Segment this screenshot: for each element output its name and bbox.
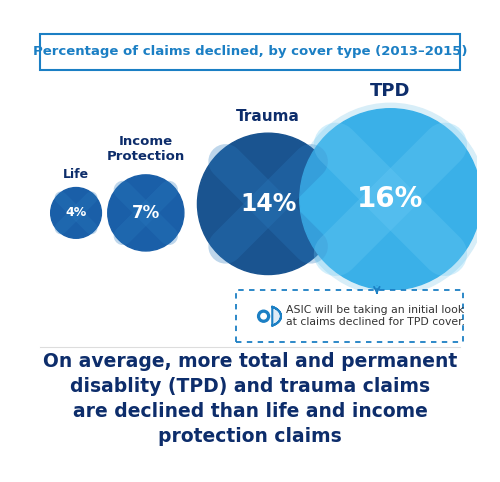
Text: TPD: TPD — [370, 81, 410, 100]
Text: Income
Protection: Income Protection — [106, 135, 185, 163]
Circle shape — [261, 313, 266, 319]
Circle shape — [108, 175, 184, 251]
Circle shape — [300, 109, 481, 290]
Text: Life: Life — [63, 168, 89, 181]
Circle shape — [50, 187, 102, 238]
Circle shape — [258, 310, 270, 322]
Text: Percentage of claims declined, by cover type (2013–2015): Percentage of claims declined, by cover … — [33, 45, 467, 58]
Polygon shape — [272, 307, 281, 326]
Text: On average, more total and permanent
disablity (TPD) and trauma claims
are decli: On average, more total and permanent dis… — [43, 352, 457, 446]
Text: ASIC will be taking an initial look
at claims declined for TPD cover.: ASIC will be taking an initial look at c… — [286, 306, 465, 327]
Text: 4%: 4% — [66, 206, 86, 219]
Circle shape — [294, 103, 486, 295]
FancyBboxPatch shape — [236, 290, 463, 343]
Text: Trauma: Trauma — [236, 109, 300, 124]
Text: 7%: 7% — [132, 204, 160, 222]
Text: 14%: 14% — [240, 192, 296, 216]
Text: 16%: 16% — [357, 185, 424, 214]
Circle shape — [198, 133, 339, 275]
FancyBboxPatch shape — [40, 34, 460, 70]
